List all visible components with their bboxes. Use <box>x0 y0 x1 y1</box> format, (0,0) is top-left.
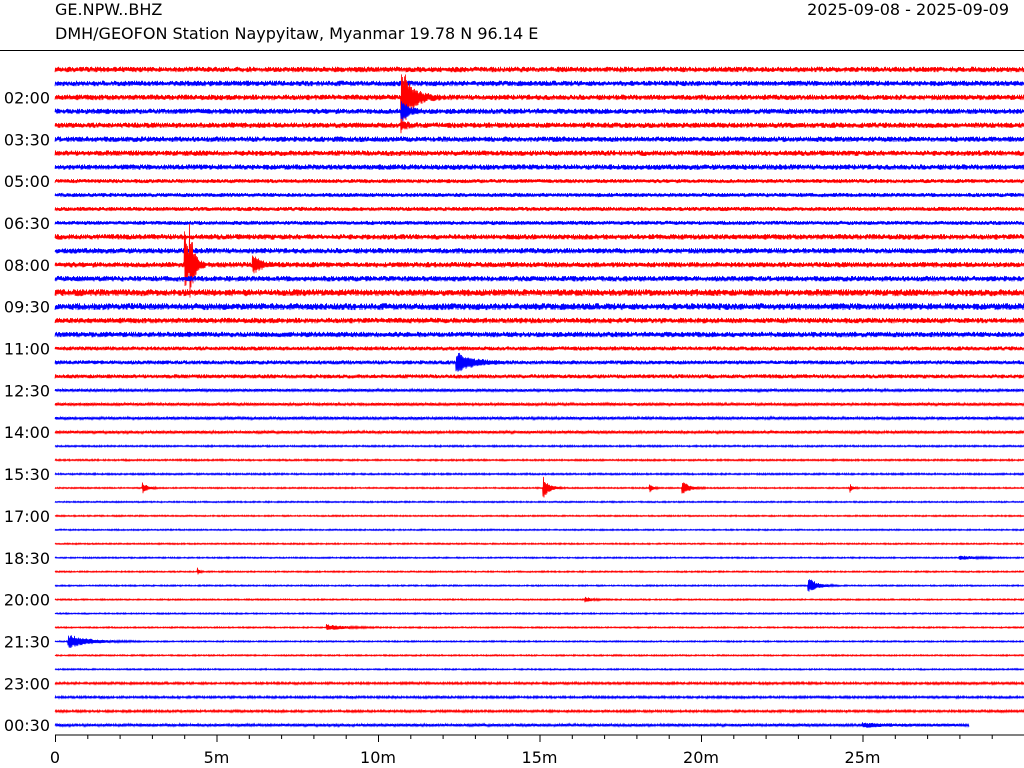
trace-line-31 <box>54 500 1024 504</box>
trace-line-10 <box>54 206 1024 212</box>
y-tick-label: 09:30 <box>4 298 50 317</box>
trace-line-30 <box>54 476 1024 498</box>
y-tick-label: 15:30 <box>4 465 50 484</box>
trace-line-26 <box>54 429 1024 436</box>
trace-line-24 <box>54 401 1024 408</box>
trace-line-29 <box>54 471 1024 477</box>
trace-line-9 <box>54 192 1024 198</box>
trace-line-33 <box>54 528 1024 532</box>
trace-line-7 <box>54 164 1024 171</box>
station-code: GE.NPW..BHZ <box>55 0 163 19</box>
y-tick-label: 18:30 <box>4 549 50 568</box>
y-axis-labels: 02:00 03:30 05:00 06:30 08:00 09:30 11:00 12:30… <box>4 88 50 735</box>
trace-line-40 <box>54 624 1024 631</box>
trace-line-4 <box>54 121 1024 134</box>
y-tick-label: 00:30 <box>4 716 50 735</box>
x-tick-label: 15m <box>522 748 558 767</box>
x-tick-label: 20m <box>683 748 719 767</box>
trace-line-15 <box>54 275 1024 282</box>
trace-line-0 <box>54 66 1024 73</box>
y-tick-label: 21:30 <box>4 632 50 651</box>
trace-line-19 <box>54 331 1024 338</box>
trace-line-47 <box>54 722 970 729</box>
trace-line-1 <box>54 80 1024 87</box>
trace-line-45 <box>54 694 1024 700</box>
trace-line-20 <box>54 345 1024 352</box>
y-tick-label: 20:00 <box>4 591 50 610</box>
trace-line-35 <box>54 555 1024 561</box>
trace-line-27 <box>54 443 1024 449</box>
trace-line-6 <box>54 150 1024 157</box>
trace-line-14 <box>54 223 1024 298</box>
y-tick-label: 11:00 <box>4 340 50 359</box>
y-tick-label: 02:00 <box>4 88 50 107</box>
trace-group <box>54 66 1024 729</box>
trace-line-34 <box>54 541 1024 546</box>
trace-line-46 <box>54 708 1024 714</box>
trace-line-12 <box>54 234 1024 240</box>
trace-line-28 <box>54 457 1024 463</box>
y-tick-label: 23:00 <box>4 674 50 693</box>
y-tick-label: 06:30 <box>4 214 50 233</box>
trace-line-16 <box>54 289 1024 297</box>
trace-line-25 <box>54 415 1024 422</box>
trace-line-17 <box>54 303 1024 311</box>
y-tick-label: 17:00 <box>4 507 50 526</box>
trace-line-3 <box>54 101 1024 121</box>
y-tick-label: 12:30 <box>4 381 50 400</box>
y-tick-label: 03:30 <box>4 130 50 149</box>
y-tick-label: 05:00 <box>4 172 50 191</box>
x-tick-label: 5m <box>204 748 230 767</box>
x-tick-label: 25m <box>845 748 881 767</box>
trace-line-23 <box>54 387 1024 394</box>
trace-line-11 <box>54 220 1024 226</box>
trace-line-44 <box>54 680 1024 687</box>
trace-line-18 <box>54 317 1024 324</box>
y-tick-label: 14:00 <box>4 423 50 442</box>
trace-line-42 <box>54 653 1024 658</box>
trace-line-5 <box>54 136 1024 143</box>
station-description: DMH/GEOFON Station Naypyitaw, Myanmar 19… <box>55 24 539 43</box>
x-tick-label: 10m <box>360 748 396 767</box>
trace-line-36 <box>54 567 1024 575</box>
y-tick-label: 08:00 <box>4 256 50 275</box>
trace-line-2 <box>54 74 1024 126</box>
trace-line-39 <box>54 611 1024 616</box>
trace-line-43 <box>54 667 1024 672</box>
trace-line-38 <box>54 596 1024 603</box>
trace-line-37 <box>54 579 1024 592</box>
x-tick-label: 0 <box>50 748 60 767</box>
trace-line-8 <box>54 178 1024 184</box>
x-axis: 0 5m 10m 15m 20m 25m <box>50 734 1024 767</box>
trace-line-21 <box>54 352 1024 372</box>
date-range: 2025-09-08 - 2025-09-09 <box>807 0 1009 19</box>
trace-line-41 <box>54 635 1024 648</box>
trace-line-13 <box>54 247 1024 254</box>
trace-line-22 <box>54 373 1024 380</box>
header-divider <box>0 50 1024 51</box>
trace-line-32 <box>54 514 1024 518</box>
